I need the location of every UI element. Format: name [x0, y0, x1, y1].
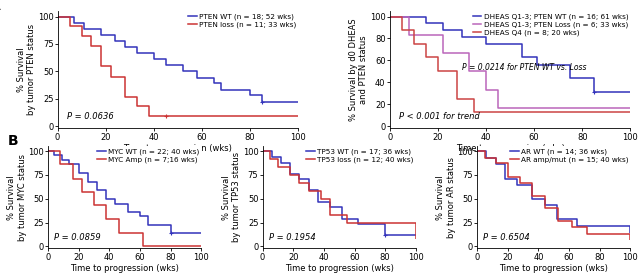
X-axis label: Time to progression (wks): Time to progression (wks) — [285, 264, 394, 273]
Text: P = 0.0214 for PTEN WT vs. Loss: P = 0.0214 for PTEN WT vs. Loss — [462, 63, 586, 72]
Y-axis label: % Survival by d0 DHEAS
and PTEN status: % Survival by d0 DHEAS and PTEN status — [349, 18, 369, 121]
Legend: PTEN WT (n = 18; 52 wks), PTEN loss (n = 11; 33 wks): PTEN WT (n = 18; 52 wks), PTEN loss (n =… — [188, 12, 297, 28]
Legend: AR WT (n = 14; 36 wks), AR amp/mut (n = 15; 40 wks): AR WT (n = 14; 36 wks), AR amp/mut (n = … — [509, 148, 629, 164]
X-axis label: Time to progression (wks): Time to progression (wks) — [499, 264, 608, 273]
Text: B: B — [8, 134, 19, 148]
Text: P = 0.0636: P = 0.0636 — [67, 112, 114, 121]
X-axis label: Time to progression (wks): Time to progression (wks) — [70, 264, 179, 273]
Y-axis label: % Survival
by tumor TP53 status: % Survival by tumor TP53 status — [222, 152, 241, 242]
Text: P = 0.0859: P = 0.0859 — [54, 233, 101, 242]
Text: P = 0.1954: P = 0.1954 — [269, 233, 316, 242]
Text: A: A — [0, 0, 1, 13]
Y-axis label: % Survival
by tumor MYC status: % Survival by tumor MYC status — [7, 154, 27, 241]
Legend: MYC WT (n = 22; 40 wks), MYC Amp (n = 7;16 wks): MYC WT (n = 22; 40 wks), MYC Amp (n = 7;… — [96, 148, 200, 164]
Y-axis label: % Survival
by tumor PTEN status: % Survival by tumor PTEN status — [17, 24, 36, 115]
Text: P < 0.001 for trend: P < 0.001 for trend — [399, 112, 480, 121]
X-axis label: Time to progression (wks): Time to progression (wks) — [124, 144, 232, 153]
Legend: DHEAS Q1-3; PTEN WT (n = 16; 61 wks), DHEAS Q1-3; PTEN Loss (n = 6; 33 wks), DHE: DHEAS Q1-3; PTEN WT (n = 16; 61 wks), DH… — [472, 12, 629, 36]
X-axis label: Time to progression (wks): Time to progression (wks) — [456, 144, 564, 153]
Y-axis label: % Survival
by tumor AR status: % Survival by tumor AR status — [436, 157, 456, 238]
Legend: TP53 WT (n = 17; 36 wks), TP53 loss (n = 12; 40 wks): TP53 WT (n = 17; 36 wks), TP53 loss (n =… — [306, 148, 414, 164]
Text: P = 0.6504: P = 0.6504 — [483, 233, 530, 242]
